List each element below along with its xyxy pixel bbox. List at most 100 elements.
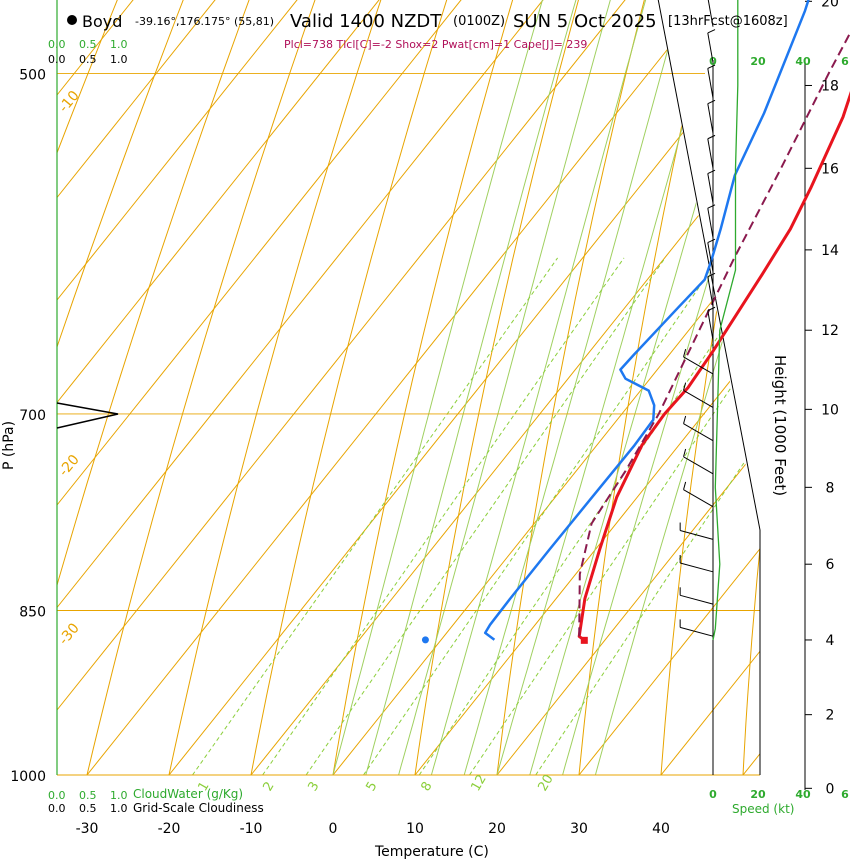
height-axis-title: Height (1000 Feet) <box>771 355 789 496</box>
mixing-ratio-label: 20 <box>535 772 556 794</box>
x-tick-label: 40 <box>652 821 670 837</box>
wind-barb-flag <box>707 272 716 278</box>
wind-barb <box>707 242 714 273</box>
height-tick-label: 20 <box>821 0 839 10</box>
height-tick-label: 2 <box>826 708 835 724</box>
moist-adiabat <box>398 0 760 775</box>
wind-barb <box>683 356 714 375</box>
height-tick-label: 12 <box>821 323 839 339</box>
cloudiness-scale-label: 1.0 <box>110 53 128 66</box>
wind-barb <box>683 489 714 508</box>
pressure-tick-label: 1000 <box>10 769 46 785</box>
height-tick-label: 18 <box>821 78 839 94</box>
isotherm-line <box>57 0 718 775</box>
isotherm-line <box>57 0 760 775</box>
speed-axis-label: 6 <box>841 788 849 801</box>
dry-adiabat <box>57 0 503 775</box>
wind-barb-flag <box>707 29 716 34</box>
wind-barb-flag <box>707 64 716 69</box>
parcel-line <box>578 31 850 637</box>
dry-adiabat <box>250 0 668 775</box>
isotherm-line <box>742 0 760 775</box>
wind-barb-flag <box>707 99 716 105</box>
y-axis-title: P (hPa) <box>1 421 17 470</box>
cloudiness-scale-label: 0.0 <box>48 802 66 815</box>
cloudiness-label: Grid-Scale Cloudiness <box>133 801 264 815</box>
dry-adiabat <box>414 0 760 775</box>
isotherm-line <box>496 0 760 775</box>
isotherm-line <box>57 0 760 775</box>
isotherm-label: -30 <box>56 620 83 648</box>
isotherm-line <box>57 0 760 775</box>
speed-axis-label: 6 <box>841 55 849 68</box>
cloudwater-scale-label: 0.0 <box>48 38 66 51</box>
x-tick-label: 10 <box>406 821 424 837</box>
mixing-ratio-line <box>418 257 760 775</box>
wind-barb <box>683 423 714 442</box>
wind-barb <box>707 276 714 307</box>
cloudwater-label: CloudWater (g/Kg) <box>133 787 243 801</box>
moist-adiabat <box>529 0 760 775</box>
wind-barb-flag <box>683 349 687 358</box>
moist-adiabat <box>562 0 760 775</box>
wind-barb-flag <box>707 134 716 140</box>
speed-axis-label: 40 <box>795 55 811 68</box>
dry-adiabat <box>742 0 760 775</box>
dry-adiabat <box>496 0 760 775</box>
background-grid: -30-20-100102030402503004005007008501000… <box>10 0 850 837</box>
wind-barb-flag <box>707 306 716 312</box>
x-tick-label: 20 <box>488 821 506 837</box>
valid-date: SUN 5 Oct 2025 <box>513 11 657 32</box>
wind-barbs <box>679 0 739 641</box>
cloudwater-scale-label: 1.0 <box>110 789 128 802</box>
wind-barb <box>707 32 714 63</box>
wind-barb <box>707 173 714 204</box>
dry-adiabat <box>825 0 850 775</box>
speed-axis-label: 40 <box>795 788 811 801</box>
wind-barb <box>707 138 714 169</box>
speed-axis-label: 0 <box>709 788 717 801</box>
cloudwater-scale-label: 0.5 <box>79 789 97 802</box>
pressure-tick-label: 500 <box>19 67 46 83</box>
wind-barb-flag <box>683 481 687 490</box>
height-tick-label: 0 <box>826 781 835 797</box>
x-tick-label: 30 <box>570 821 588 837</box>
wind-barb <box>707 310 714 341</box>
station-name: Boyd <box>82 12 122 31</box>
sounding-lines <box>56 0 850 644</box>
dry-adiabat <box>332 0 723 775</box>
wind-barb-flag <box>683 448 687 457</box>
isotherm-line <box>86 0 760 775</box>
wind-barb <box>683 456 714 475</box>
mixing-ratio-line <box>535 257 760 775</box>
moist-adiabat <box>365 0 760 775</box>
wind-barb <box>680 562 714 573</box>
mixing-ratio-label: 2 <box>260 779 277 794</box>
speed-axis-label: 20 <box>750 788 766 801</box>
mixing-ratio-line <box>262 257 625 775</box>
height-tick-label: 8 <box>826 480 835 496</box>
cloudiness-scale-label: 0.0 <box>48 53 66 66</box>
wind-barb <box>680 626 714 637</box>
isotherm-label: -20 <box>56 452 83 480</box>
station-marker-icon <box>67 15 77 25</box>
wind-barb <box>707 208 714 238</box>
wind-barb <box>680 530 714 540</box>
temperature-line <box>577 91 850 642</box>
wind-barb <box>707 68 714 99</box>
mixing-ratio-line <box>305 257 666 775</box>
x-tick-label: -30 <box>76 821 99 837</box>
speed-axis-label: 20 <box>750 55 766 68</box>
moist-adiabat <box>594 0 760 775</box>
plot-boundary <box>657 0 761 775</box>
wind-barb-flag <box>683 415 687 424</box>
wind-barb <box>707 103 714 134</box>
sounding-params: Plcl=738 Tlcl[C]=-2 Shox=2 Pwat[cm]=1 Ca… <box>284 38 587 51</box>
plot-area <box>57 0 850 775</box>
mixing-ratio-label: 8 <box>418 779 435 794</box>
wind-speed-line <box>712 0 739 641</box>
mixing-ratio-line <box>192 257 559 775</box>
mixing-ratio-label: 12 <box>468 772 489 794</box>
speed-label: Speed (kt) <box>732 802 794 816</box>
